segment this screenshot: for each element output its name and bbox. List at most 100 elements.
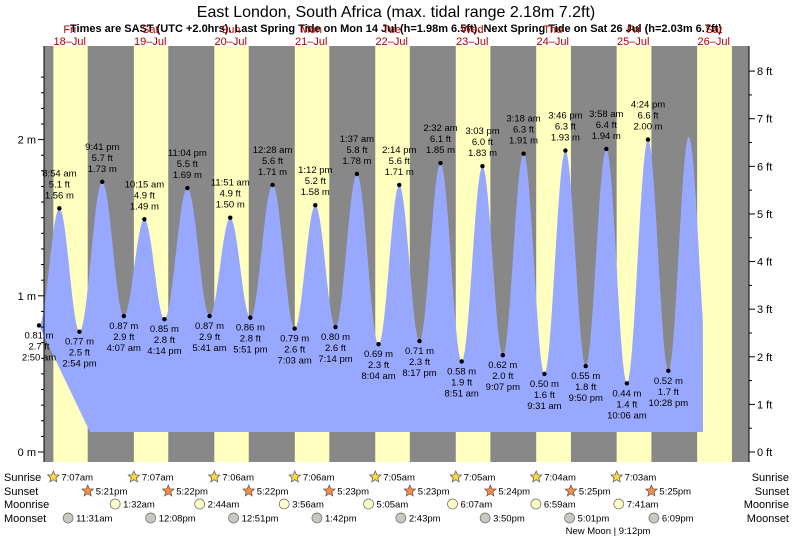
tide-time-label: 8:51 am xyxy=(445,388,479,399)
tide-point xyxy=(397,182,402,188)
sunrise-time: 7:03am xyxy=(625,473,657,484)
tide-ft-label: 6.0 ft xyxy=(472,137,493,148)
tide-m-label: 2.00 m xyxy=(633,122,662,133)
day-date-label: 26–Jul xyxy=(698,36,730,48)
tide-time-label: 10:15 am xyxy=(125,179,165,190)
tide-point xyxy=(604,146,609,152)
sunrise-icon xyxy=(368,470,382,483)
tide-point xyxy=(292,326,297,331)
tide-m-label: 0.71 m xyxy=(405,346,434,357)
tide-point xyxy=(480,163,485,169)
moonset-icon xyxy=(228,512,239,524)
sunset-time: 5:23pm xyxy=(418,487,450,498)
sunset-time: 5:25pm xyxy=(659,487,691,498)
tide-point xyxy=(36,323,42,328)
tide-time-label: 7:14 pm xyxy=(318,354,352,365)
tide-point xyxy=(248,315,253,320)
tide-m-label: 1.56 m xyxy=(45,190,74,201)
tide-m-label: 1.71 m xyxy=(258,167,287,178)
tide-point xyxy=(417,338,422,344)
chart-title: East London, South Africa (max. tidal ra… xyxy=(197,4,595,21)
tide-point xyxy=(100,179,105,184)
tide-time-label: 2:32 am xyxy=(423,123,457,134)
tide-ft-label: 2.8 ft xyxy=(154,335,175,346)
moonset-icon xyxy=(648,512,660,524)
tide-ft-label: 5.5 ft xyxy=(177,159,198,170)
tide-m-label: 1.83 m xyxy=(468,148,497,159)
tide-m-label: 0.55 m xyxy=(571,371,600,382)
tide-ft-label: 1.6 ft xyxy=(534,390,555,401)
sunset-time: 5:21pm xyxy=(96,487,128,498)
sunrise-icon xyxy=(449,470,463,483)
tide-time-label: 9:41 pm xyxy=(85,142,119,153)
tide-m-label: 1.49 m xyxy=(130,201,159,212)
tide-time-label: 3:58 am xyxy=(589,109,623,120)
left-tick-label: 0 m xyxy=(18,447,36,459)
tide-ft-label: 2.6 ft xyxy=(325,343,346,354)
tide-time-label: 4:14 pm xyxy=(147,346,181,357)
tide-point xyxy=(270,182,275,188)
tide-time-label: 9:31 am xyxy=(527,401,561,412)
day-date-label: 18–Jul xyxy=(54,36,86,48)
moonrise-time: 2:44am xyxy=(208,500,240,511)
right-tick-label: 1 ft xyxy=(757,399,772,411)
tide-ft-label: 5.7 ft xyxy=(92,153,113,164)
axes: 0 m 1 m 2 m 0 ft 1 ft 2 ft 3 ft 4 ft 5 ft 6 ft 7 f… xyxy=(18,46,772,462)
tide-ft-label: 1.8 ft xyxy=(575,382,596,393)
tide-m-label: 1.69 m xyxy=(173,170,202,181)
moonrise-time: 6:59am xyxy=(544,500,576,511)
day-name-label: Sun xyxy=(221,24,241,36)
tide-m-label: 1.93 m xyxy=(551,133,580,144)
moonrise-icon xyxy=(194,498,206,510)
sunset-time: 5:22pm xyxy=(257,487,289,498)
tide-ft-label: 2.3 ft xyxy=(409,357,430,368)
tide-time-label: 3:18 am xyxy=(506,114,540,125)
sunrise-time: 7:05am xyxy=(383,473,415,484)
tide-m-label: 0.44 m xyxy=(612,388,641,399)
sunrise-row-label-left: Sunrise xyxy=(4,472,41,484)
tide-m-label: 1.94 m xyxy=(592,131,621,142)
tide-point xyxy=(228,215,233,220)
tide-point xyxy=(563,148,568,153)
tide-m-label: 0.85 m xyxy=(150,324,179,335)
day-date-label: 19–Jul xyxy=(134,36,166,48)
right-tick-label: 0 ft xyxy=(757,447,772,459)
moonset-time: 12:51pm xyxy=(242,514,279,525)
moonrise-time: 3:56am xyxy=(292,500,324,511)
tide-markers: 0.81 m2.7 ft2:50 am 8:54 am5.1 ft1.56 m 0.… xyxy=(22,100,688,422)
tide-point xyxy=(645,137,651,142)
tide-ft-label: 5.6 ft xyxy=(262,156,283,167)
tide-ft-label: 2.0 ft xyxy=(492,371,513,382)
moonset-icon xyxy=(479,512,491,524)
tide-point xyxy=(438,160,443,166)
sunset-icon xyxy=(322,484,336,497)
tide-m-label: 0.62 m xyxy=(488,360,517,371)
moonrise-icon xyxy=(278,498,290,510)
moonrise-icon xyxy=(530,498,542,510)
sunrise-time: 7:07am xyxy=(142,473,174,484)
sunset-icon xyxy=(242,484,256,497)
tide-time-label: 11:51 am xyxy=(211,178,250,189)
tide-point xyxy=(333,324,338,330)
tide-time-label: 8:04 am xyxy=(361,371,395,382)
day-name-label: Sat xyxy=(142,24,159,36)
day-name-label: Wed xyxy=(461,24,483,36)
day-name-label: Tue xyxy=(382,24,401,36)
moonset-time: 6:09pm xyxy=(662,514,694,525)
tide-m-label: 0.81 m xyxy=(24,330,53,341)
sunrise-icon xyxy=(288,470,302,483)
sunset-time: 5:25pm xyxy=(579,487,611,498)
day-date-label: 25–Jul xyxy=(617,36,649,48)
tide-ft-label: 5.8 ft xyxy=(346,145,367,156)
tide-time-label: 2:50 am xyxy=(22,352,56,363)
tide-ft-label: 6.1 ft xyxy=(430,134,451,145)
sunrise-icon xyxy=(529,470,543,483)
moonrise-row-label-left: Moonrise xyxy=(4,499,49,511)
tide-time-label: 9:07 pm xyxy=(486,382,520,393)
sunset-icon xyxy=(81,484,95,497)
tide-area xyxy=(39,137,703,432)
right-tick-label: 5 ft xyxy=(757,209,772,221)
tide-point xyxy=(376,342,381,347)
sunset-icon xyxy=(403,484,417,497)
